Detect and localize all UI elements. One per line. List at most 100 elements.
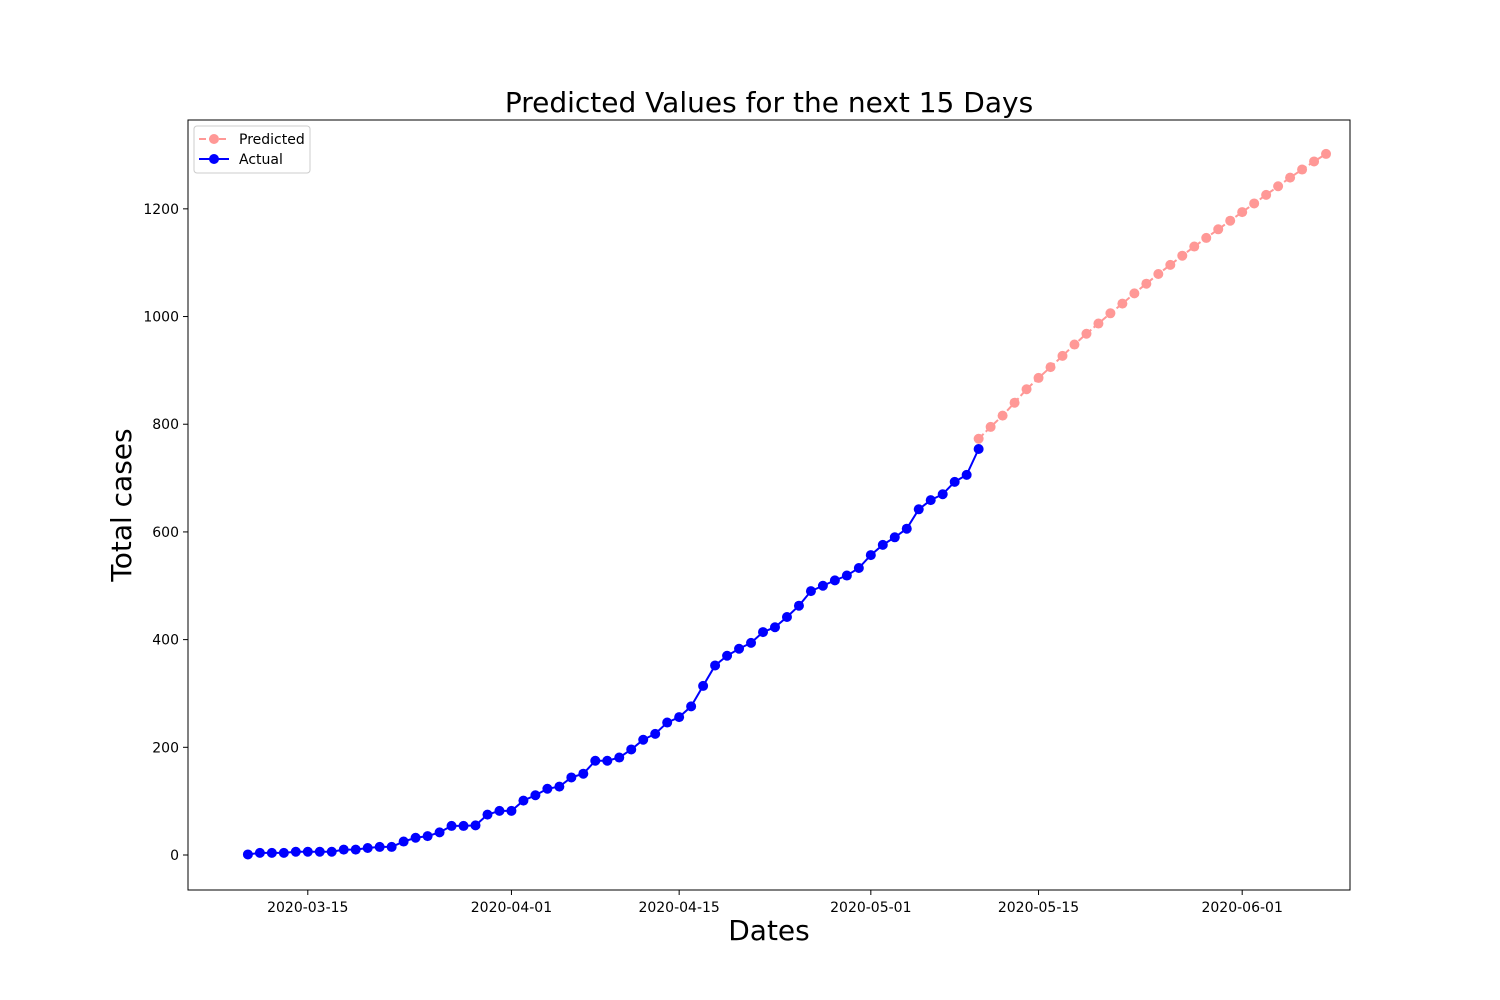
data-point xyxy=(841,570,852,581)
data-point xyxy=(698,680,709,691)
data-point xyxy=(889,532,900,543)
data-point xyxy=(290,846,301,857)
data-point xyxy=(242,849,253,860)
data-point xyxy=(973,433,984,444)
plot-area xyxy=(242,148,1332,860)
data-point xyxy=(722,650,733,661)
data-point xyxy=(734,643,745,654)
data-point xyxy=(338,844,349,855)
legend-label: Predicted xyxy=(239,132,305,148)
data-point xyxy=(554,781,565,792)
data-point xyxy=(949,476,960,487)
data-point xyxy=(314,846,325,857)
data-point xyxy=(530,790,541,801)
y-tick-label: 800 xyxy=(152,417,179,433)
data-point xyxy=(350,844,361,855)
data-point xyxy=(901,523,912,534)
y-tick-label: 1200 xyxy=(143,202,179,218)
data-point xyxy=(1081,328,1092,339)
data-point xyxy=(973,444,984,454)
data-point xyxy=(985,421,996,432)
data-point xyxy=(686,701,697,712)
data-point xyxy=(482,809,493,820)
data-point xyxy=(602,755,613,766)
x-axis: 2020-03-15 2020-04-01 2020-04-15 2020-05-01… xyxy=(267,890,1283,916)
data-point xyxy=(829,575,840,586)
data-point xyxy=(1033,372,1044,383)
data-point xyxy=(578,768,589,779)
legend-marker xyxy=(209,134,219,144)
x-tick-label: 2020-05-01 xyxy=(830,900,911,916)
data-point xyxy=(494,805,505,816)
data-point xyxy=(1225,215,1236,226)
x-axis-label: Dates xyxy=(728,914,810,947)
data-point xyxy=(758,627,769,638)
legend-label: Actual xyxy=(239,152,283,168)
data-point xyxy=(662,717,673,728)
series-actual xyxy=(242,444,984,860)
legend: Predicted Actual xyxy=(193,125,311,174)
data-point xyxy=(817,580,828,591)
data-point xyxy=(278,847,289,858)
data-point xyxy=(1057,350,1068,361)
chart-title: Predicted Values for the next 15 Days xyxy=(505,86,1033,119)
data-point xyxy=(566,772,577,783)
data-point xyxy=(937,489,948,500)
x-tick-label: 2020-05-15 xyxy=(998,900,1079,916)
data-point xyxy=(1201,232,1212,243)
data-point xyxy=(1117,298,1128,309)
data-point xyxy=(853,563,864,573)
data-point xyxy=(913,504,924,515)
data-point xyxy=(434,827,445,838)
data-point xyxy=(1273,181,1284,192)
data-point xyxy=(1309,156,1320,167)
series-predicted xyxy=(973,148,1332,444)
data-point xyxy=(1129,288,1140,299)
y-tick-label: 200 xyxy=(152,740,179,756)
data-point xyxy=(518,795,529,806)
data-point xyxy=(638,734,649,745)
data-point xyxy=(674,712,685,723)
data-point xyxy=(997,410,1008,421)
data-point xyxy=(1105,308,1116,319)
data-point xyxy=(650,728,661,739)
y-tick-label: 1000 xyxy=(143,310,179,326)
legend-marker xyxy=(209,154,219,164)
y-tick-label: 400 xyxy=(152,633,179,649)
data-point xyxy=(865,550,876,561)
data-point xyxy=(302,846,313,857)
data-point xyxy=(458,820,469,831)
data-point xyxy=(590,755,601,766)
data-point xyxy=(961,469,972,480)
data-point xyxy=(793,600,804,611)
data-point xyxy=(410,832,421,843)
plot-frame xyxy=(187,119,1351,891)
data-point xyxy=(446,820,457,831)
data-point xyxy=(1093,318,1104,329)
data-point xyxy=(386,841,397,852)
data-point xyxy=(266,847,277,858)
data-point xyxy=(1321,148,1332,159)
x-tick-label: 2020-04-01 xyxy=(471,900,552,916)
data-point xyxy=(746,637,757,648)
data-point xyxy=(1141,278,1152,289)
y-axis: 0 200 400 600 800 1000 1200 xyxy=(143,202,188,864)
x-tick-label: 2020-03-15 xyxy=(267,900,348,916)
data-point xyxy=(1213,224,1224,235)
data-point xyxy=(326,846,337,857)
data-point xyxy=(1249,198,1260,209)
data-point xyxy=(781,612,792,622)
data-point xyxy=(1177,250,1188,261)
data-point xyxy=(925,495,936,506)
y-axis-label: Total cases xyxy=(105,428,138,582)
x-tick-label: 2020-04-15 xyxy=(638,900,719,916)
data-point xyxy=(1285,172,1296,183)
y-tick-label: 0 xyxy=(170,848,179,864)
data-point xyxy=(422,831,433,842)
data-point xyxy=(470,820,481,831)
data-point xyxy=(710,660,721,671)
data-point xyxy=(1237,207,1248,218)
data-point xyxy=(1069,339,1080,350)
data-point xyxy=(614,752,625,763)
